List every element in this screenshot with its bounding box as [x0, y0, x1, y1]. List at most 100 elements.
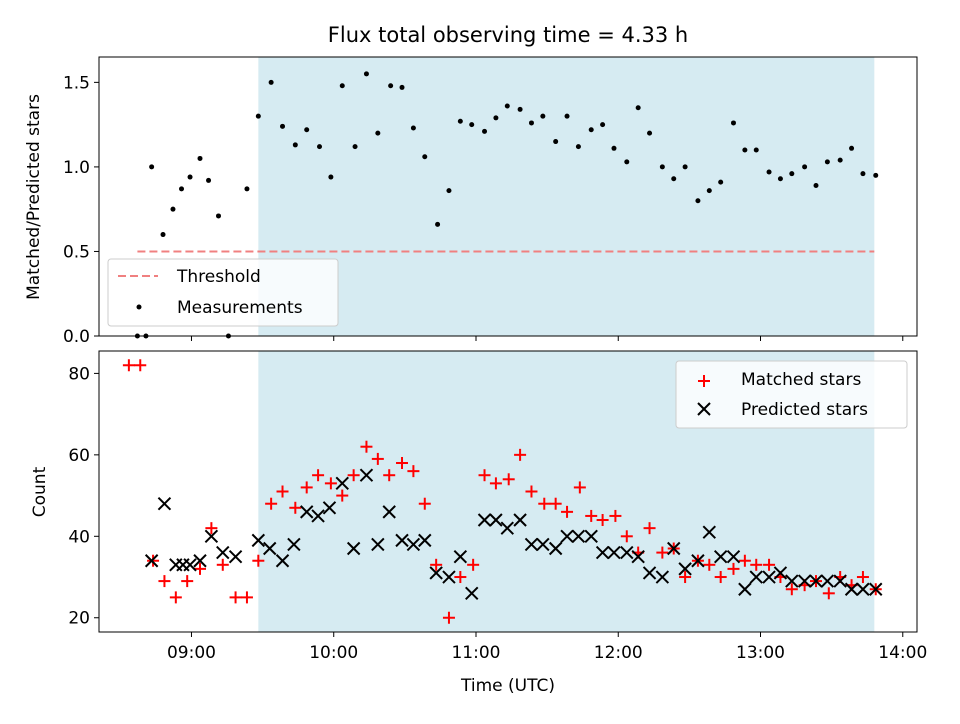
measurement-point — [422, 154, 428, 160]
measurement-point — [197, 155, 203, 161]
measurement-point — [753, 147, 759, 153]
top-y-axis-label: Matched/Predicted stars — [24, 94, 44, 300]
matched-star-point — [289, 501, 302, 514]
matched-star-point — [265, 497, 278, 510]
matched-star-point — [750, 558, 763, 571]
matched-star-point — [489, 477, 502, 490]
measurement-point — [860, 171, 866, 177]
predicted-star-point — [820, 574, 835, 588]
measurement-point — [504, 103, 510, 109]
matched-star-point — [418, 497, 431, 510]
matched-star-point — [194, 562, 207, 575]
measurement-point — [493, 115, 499, 121]
measurement-point — [695, 198, 701, 204]
matched-star-point — [360, 440, 373, 453]
top-observing-span — [258, 57, 875, 336]
measurement-point — [292, 142, 298, 148]
predicted-star-point — [228, 549, 243, 564]
measurement-point — [363, 71, 369, 77]
predicted-star-point — [465, 586, 479, 601]
measurement-point — [718, 179, 724, 185]
measurement-point — [268, 79, 274, 85]
measurement-point — [600, 122, 606, 128]
matched-star-point — [714, 571, 727, 584]
measurement-point — [280, 123, 286, 129]
predicted-star-point — [536, 537, 550, 552]
measurement-point — [187, 174, 193, 180]
x-tick-label: 13:00 — [736, 643, 785, 663]
predicted-star-point — [371, 537, 385, 552]
measurement-point — [170, 206, 176, 212]
bottom-y-tick-label: 60 — [68, 446, 90, 466]
legend-matched-swatch — [698, 375, 710, 387]
matched-star-point — [549, 497, 562, 510]
matched-star-point — [134, 359, 147, 372]
measurement-point — [457, 118, 463, 124]
predicted-star-point — [691, 554, 705, 568]
top-panel: Flux total observing time = 4.33 h 0.00.… — [24, 23, 918, 347]
matched-star-point — [205, 522, 218, 535]
measurement-point — [388, 83, 394, 89]
predicted-star-point — [548, 541, 563, 556]
predicted-star-point — [809, 574, 823, 588]
predicted-star-point — [833, 574, 847, 588]
matched-star-point — [454, 571, 467, 584]
measurement-point — [624, 159, 630, 165]
matched-star-point — [430, 558, 443, 571]
matched-star-point — [216, 558, 229, 571]
measurement-point — [813, 183, 819, 189]
predicted-star-point — [560, 529, 574, 544]
measurement-point — [777, 176, 783, 182]
matched-star-point — [573, 481, 586, 494]
measurement-point — [659, 164, 665, 170]
predicted-star-point — [595, 545, 610, 560]
x-tick-label: 11:00 — [451, 643, 500, 663]
predicted-star-point — [251, 533, 266, 548]
top-legend: Threshold Measurements — [107, 258, 339, 327]
predicted-star-point — [667, 541, 681, 556]
matched-star-point — [561, 505, 574, 518]
measurement-point — [682, 164, 688, 170]
matched-star-point — [785, 583, 798, 596]
matched-star-point — [336, 489, 349, 502]
measurement-point — [635, 105, 641, 111]
top-y-tick-label: 1.0 — [63, 158, 90, 178]
top-axes-frame — [98, 56, 918, 337]
predicted-star-point — [584, 529, 598, 544]
matched-star-point — [300, 481, 313, 494]
predicted-star-point — [797, 574, 812, 588]
bottom-y-axis-label: Count — [30, 466, 50, 517]
predicted-star-point — [844, 582, 859, 596]
top-legend-box — [107, 258, 339, 327]
predicted-star-point — [346, 541, 361, 556]
predicted-star-point — [642, 566, 657, 580]
predicted-star-point — [418, 533, 432, 548]
legend-measurements-swatch — [136, 304, 142, 310]
predicted-star-point — [442, 570, 456, 584]
x-tick-label: 12:00 — [594, 643, 643, 663]
predicted-star-point — [429, 566, 443, 580]
top-y-ticks: 0.0 0.5 1.0 1.5 — [63, 73, 99, 347]
measurement-point — [742, 147, 748, 153]
matched-star-point — [147, 554, 160, 567]
predicted-star-point — [773, 566, 788, 580]
measurement-point — [706, 188, 712, 194]
measurement-point — [149, 164, 155, 170]
predicted-star-point — [856, 582, 870, 596]
measurement-point — [482, 128, 488, 134]
measurement-point — [789, 171, 795, 177]
bottom-y-tick-label: 20 — [68, 609, 90, 629]
bottom-y-tick-label: 80 — [68, 364, 90, 384]
measurement-point — [730, 120, 736, 126]
measurement-point — [410, 125, 416, 131]
predicted-star-point — [193, 554, 207, 568]
matched-star-point — [763, 558, 776, 571]
matched-star-point — [347, 469, 360, 482]
measurements-series — [134, 71, 879, 339]
x-axis-label: Time (UTC) — [460, 676, 555, 696]
matched-star-point — [585, 509, 598, 522]
measurement-point — [575, 144, 581, 150]
predicted-star-point — [453, 549, 468, 564]
predicted-star-point — [144, 554, 159, 568]
